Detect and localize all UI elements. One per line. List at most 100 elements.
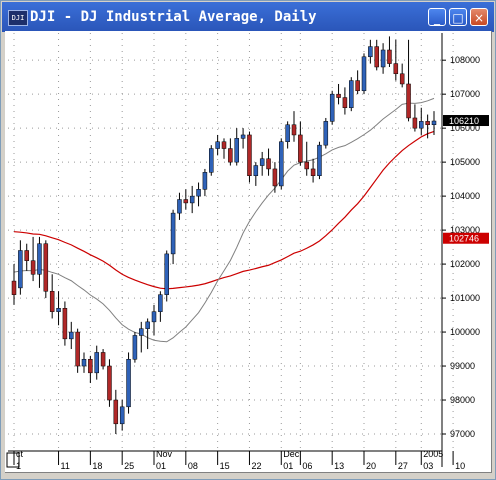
- x-tick-label: 22: [251, 461, 261, 471]
- candle-body: [393, 63, 399, 75]
- candle-body: [336, 93, 341, 98]
- window-title: DJI - DJ Industrial Average, Daily: [30, 9, 317, 25]
- candle-body: [304, 161, 309, 170]
- candle-body: [88, 358, 93, 374]
- candle-body: [291, 124, 297, 136]
- candle-body: [170, 212, 176, 255]
- x-tick-month-label: 2005: [423, 449, 443, 459]
- candle-body: [113, 399, 119, 425]
- x-tick-label: 18: [92, 461, 102, 471]
- candle-body: [209, 148, 214, 173]
- y-tick-label: 100000: [450, 327, 480, 337]
- y-tick-label: 106000: [450, 123, 480, 133]
- candle-body: [279, 141, 284, 187]
- y-tick-label: 101000: [450, 293, 480, 303]
- candle-body: [342, 97, 348, 109]
- candle-body: [272, 168, 278, 187]
- candle-body: [56, 308, 61, 312]
- candle-body: [247, 134, 252, 176]
- candle-body: [399, 73, 405, 85]
- candle-body: [215, 141, 220, 149]
- x-tick-label: 03: [423, 461, 433, 471]
- candle-body: [69, 331, 74, 340]
- scroll-marker: [6, 452, 20, 468]
- candle-body: [228, 148, 233, 163]
- x-tick-label: 06: [302, 461, 312, 471]
- chart-app-icon[interactable]: DJI: [8, 10, 28, 26]
- y-tick-label: 104000: [450, 191, 480, 201]
- y-tick-label: 108000: [450, 55, 480, 65]
- x-tick-label: 01: [283, 461, 293, 471]
- candle-body: [419, 121, 424, 129]
- candle-body: [177, 199, 182, 214]
- candle-body: [234, 138, 239, 163]
- candle-body: [259, 158, 265, 166]
- price-axis-panel: [443, 31, 491, 472]
- candle-body: [49, 291, 55, 312]
- candle-body: [253, 165, 259, 176]
- candle-body: [425, 121, 430, 126]
- maximize-button[interactable]: □: [449, 8, 467, 26]
- candle-body: [431, 120, 437, 126]
- candle-body: [139, 328, 144, 336]
- candle-body: [145, 321, 150, 329]
- y-tick-label: 107000: [450, 89, 480, 99]
- last-price-tag: [443, 115, 489, 127]
- candle-body: [285, 124, 290, 142]
- candle-body: [349, 80, 354, 109]
- y-tick-label: 105000: [450, 157, 480, 167]
- y-tick-label: 102000: [450, 259, 480, 269]
- moving-average-label: 102746: [449, 234, 479, 244]
- candle-body: [317, 144, 322, 176]
- last-price-label: 106210: [449, 116, 479, 126]
- candle-body: [132, 335, 138, 360]
- candle-body: [412, 117, 418, 129]
- moving-average-tag: [443, 232, 489, 244]
- candle-body: [164, 253, 169, 295]
- candle-body: [94, 352, 99, 374]
- y-tick-label: 103000: [450, 225, 480, 235]
- candle-body: [100, 352, 106, 367]
- y-tick-label: 98000: [450, 395, 475, 405]
- candle-body: [183, 199, 189, 204]
- y-tick-label: 99000: [450, 361, 475, 371]
- title-bar[interactable]: DJI DJI - DJ Industrial Average, Daily _…: [2, 2, 494, 32]
- long-moving-average-line: [13, 130, 435, 290]
- candle-body: [107, 365, 112, 401]
- candle-body: [387, 49, 392, 64]
- candle-body: [323, 121, 329, 146]
- candle-body: [75, 331, 80, 367]
- close-button[interactable]: ×: [470, 8, 488, 26]
- candle-body: [361, 56, 367, 92]
- x-tick-month-label: Dec: [283, 449, 300, 459]
- candle-body: [196, 189, 201, 197]
- candle-body: [310, 168, 316, 176]
- candle-body: [24, 250, 29, 261]
- x-tick-label: 11: [61, 461, 70, 471]
- candle-body: [158, 294, 163, 312]
- x-tick-label: 10: [455, 461, 465, 471]
- candle-body: [374, 46, 379, 68]
- x-tick-label: 25: [124, 461, 134, 471]
- candle-body: [119, 406, 125, 425]
- candle-body: [189, 195, 195, 204]
- candle-body: [30, 260, 36, 275]
- x-tick-label: 27: [398, 461, 408, 471]
- candle-body: [81, 358, 87, 367]
- x-tick-label: 13: [334, 461, 344, 471]
- candle-body: [355, 80, 360, 92]
- candle-body: [37, 243, 42, 275]
- candle-body: [266, 158, 271, 170]
- x-tick-label: 20: [366, 461, 376, 471]
- x-tick-label: 15: [220, 461, 230, 471]
- x-tick-label: 01: [156, 461, 166, 471]
- candle-body: [221, 141, 227, 149]
- x-tick-label: 08: [188, 461, 198, 471]
- x-tick-month-label: ct: [16, 449, 24, 459]
- candle-body: [151, 311, 157, 323]
- candle-body: [298, 134, 303, 163]
- minimize-button[interactable]: _: [428, 8, 446, 26]
- candle-body: [43, 243, 49, 292]
- candle-body: [406, 83, 411, 119]
